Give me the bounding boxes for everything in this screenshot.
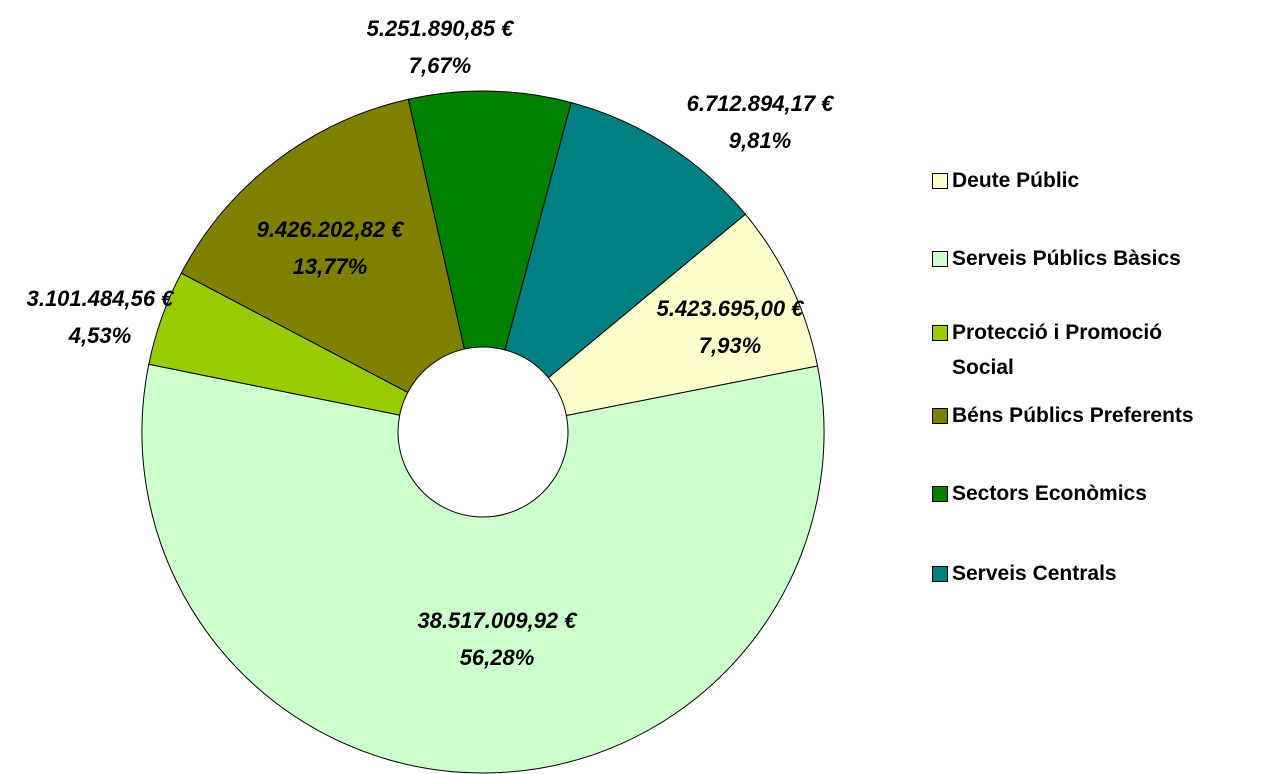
value-label: 5.251.890,85 €: [367, 16, 516, 41]
legend-item: Protecció i Promoció Social: [932, 315, 1212, 385]
legend-swatch: [932, 251, 948, 267]
legend-item: Serveis Públics Bàsics: [932, 241, 1266, 276]
legend-label: Serveis Centrals: [952, 562, 1117, 585]
slice: [141, 363, 825, 774]
value-label: 5.423.695,00 €: [657, 296, 806, 321]
legend-swatch: [932, 325, 948, 341]
legend-label: Sectors Econòmics: [952, 482, 1147, 505]
value-label: 6.712.894,17 €: [687, 91, 836, 116]
legend-label: Serveis Públics Bàsics: [952, 247, 1181, 270]
legend-item: Deute Públic: [932, 163, 1266, 198]
legend-item: Béns Públics Preferents: [932, 398, 1266, 433]
legend-item: Sectors Econòmics: [932, 476, 1266, 511]
percentage-label: 7,93%: [699, 333, 761, 358]
value-label: 38.517.009,92 €: [417, 608, 578, 633]
legend-swatch: [932, 408, 948, 424]
percentage-label: 7,67%: [409, 53, 471, 78]
percentage-label: 13,77%: [293, 254, 368, 279]
slice: [547, 213, 819, 417]
slice: [504, 101, 747, 379]
legend-label: Béns Públics Preferents: [952, 404, 1194, 427]
legend-swatch: [932, 566, 948, 582]
legend-item: Serveis Centrals: [932, 556, 1266, 591]
legend-swatch: [932, 173, 948, 189]
percentage-label: 56,28%: [460, 645, 535, 670]
slice: [407, 90, 572, 351]
percentage-label: 9,81%: [729, 128, 791, 153]
value-label: 9.426.202,82 €: [257, 217, 406, 242]
slice: [180, 98, 465, 394]
legend-label: Deute Públic: [952, 169, 1080, 192]
legend-swatch: [932, 486, 948, 502]
legend-label: Protecció i Promoció Social: [952, 321, 1163, 379]
value-label: 3.101.484,56 €: [27, 286, 176, 311]
percentage-label: 4,53%: [68, 323, 131, 348]
